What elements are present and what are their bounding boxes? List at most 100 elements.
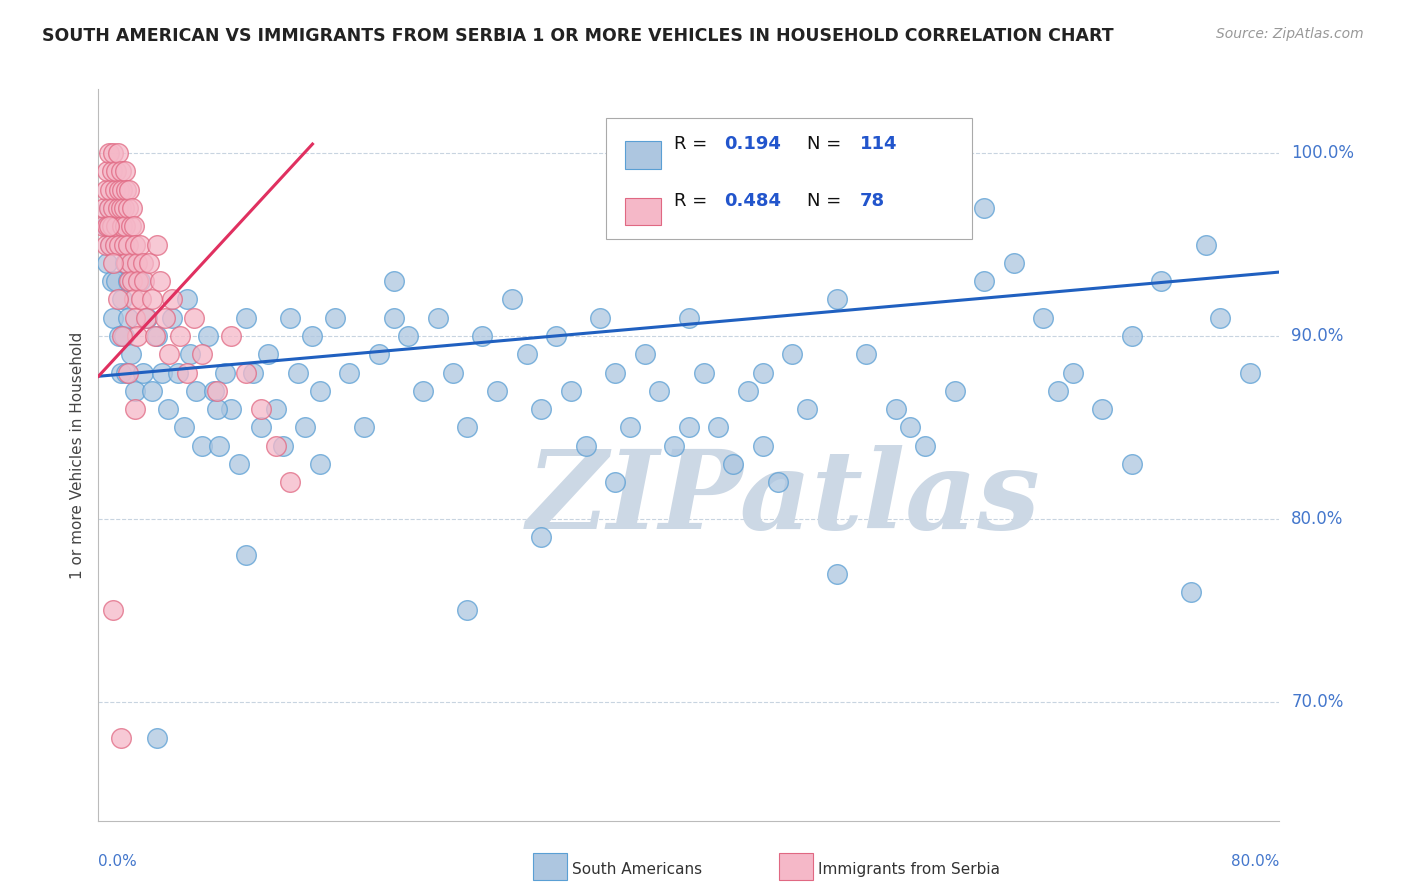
Point [143,329,166,343]
Point [605,366,627,380]
Point [855,347,877,361]
Point [112,329,135,343]
Point [368,347,391,361]
Point [183,310,205,325]
Y-axis label: 1 or more Vehicles in Household: 1 or more Vehicles in Household [70,331,86,579]
Point [93,201,115,215]
Text: 0.0%: 0.0% [98,854,138,869]
Point [146,731,169,746]
Point [633,347,655,361]
Point [884,402,907,417]
Point [112,237,135,252]
Point [114,219,136,234]
Point [127,274,149,288]
Text: ZIPatlas: ZIPatlas [526,445,1040,552]
Point [427,310,450,325]
Point [98,237,121,252]
Point [544,329,567,343]
Text: R =: R = [673,192,713,211]
Point [111,329,134,343]
Point [250,402,273,417]
Point [796,402,818,417]
Point [146,237,169,252]
Point [250,420,273,434]
Point [173,420,195,434]
Point [105,164,128,178]
Text: N =: N = [807,136,846,153]
Point [118,183,141,197]
Point [184,384,207,398]
Point [264,402,287,417]
Point [301,329,323,343]
Point [117,310,139,325]
Point [135,310,157,325]
Point [353,420,375,434]
Point [678,420,700,434]
Point [197,329,219,343]
Point [120,347,142,361]
Point [121,274,143,288]
Point [110,731,132,746]
Point [104,237,127,252]
Point [91,219,114,234]
Point [149,274,172,288]
Point [228,457,250,471]
Point [412,384,434,398]
Point [693,366,716,380]
Point [107,146,129,161]
Point [146,329,169,343]
Point [117,366,139,380]
Point [560,384,582,398]
Point [943,384,966,398]
Text: 80.0%: 80.0% [1232,854,1279,869]
Point [125,329,148,343]
Point [179,347,201,361]
Point [97,146,120,161]
Point [153,310,176,325]
Point [214,366,236,380]
Point [1062,366,1084,380]
Point [98,183,121,197]
Point [157,347,180,361]
Point [121,201,143,215]
Point [125,256,148,270]
Point [129,293,152,307]
Point [132,256,155,270]
Point [205,384,228,398]
Text: South Americans: South Americans [572,863,703,877]
Point [605,475,627,490]
Point [287,366,309,380]
Point [205,402,228,417]
Point [122,293,145,307]
Point [111,219,134,234]
Point [103,256,125,270]
Point [122,219,145,234]
Point [128,274,150,288]
Point [271,439,294,453]
Point [782,347,804,361]
Point [124,237,146,252]
FancyBboxPatch shape [626,141,661,169]
Text: 0.194: 0.194 [724,136,782,153]
Point [264,439,287,453]
Point [396,329,419,343]
Point [619,420,641,434]
Point [134,274,156,288]
Point [115,256,138,270]
Point [242,366,264,380]
Point [235,549,257,563]
Point [114,164,136,178]
Point [294,420,316,434]
Point [235,310,257,325]
Point [202,384,225,398]
Point [167,366,190,380]
Point [766,475,789,490]
Text: 90.0%: 90.0% [1291,327,1344,345]
Point [176,366,198,380]
Text: Immigrants from Serbia: Immigrants from Serbia [818,863,1000,877]
Point [110,201,132,215]
Point [107,201,129,215]
Point [124,402,146,417]
Point [117,237,139,252]
Point [471,329,494,343]
